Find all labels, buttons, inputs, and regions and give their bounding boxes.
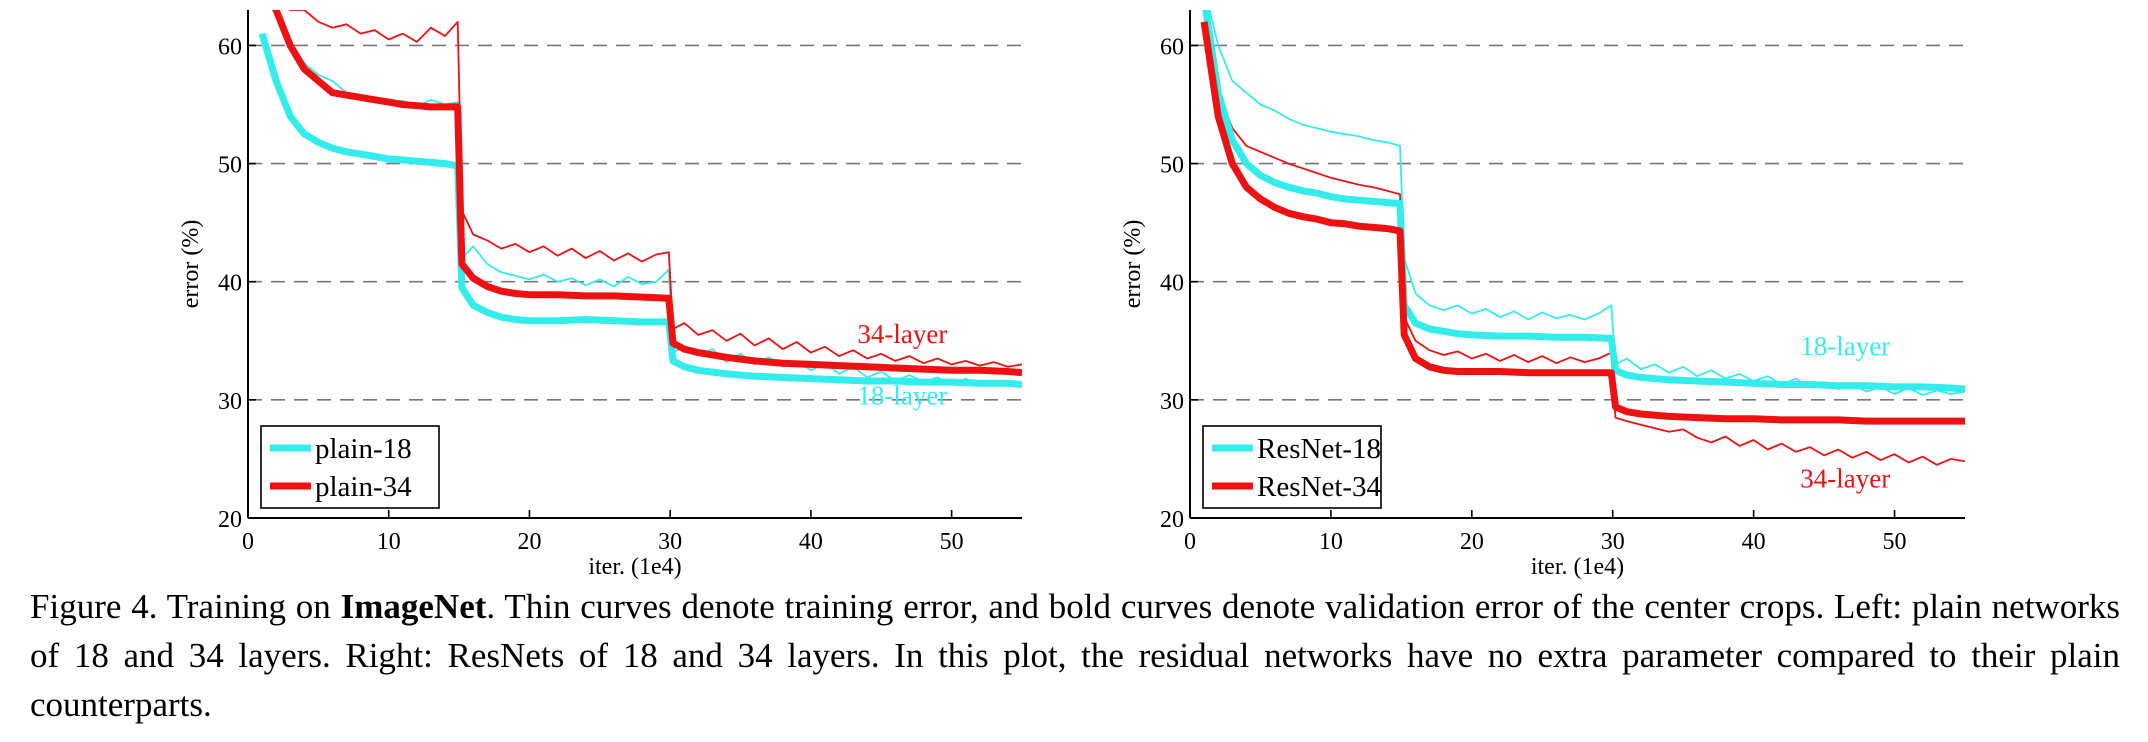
caption-bold: ImageNet: [340, 587, 487, 626]
charts-canvas: 0 10 20 30 40 50 20 30 40 50 60 iter. (1e4) error (%…: [178, 10, 1965, 580]
series-resnet-34-train: [1203, 10, 1965, 466]
legend-label-plain-34: plain-34: [315, 471, 412, 503]
series-resnet-34-val: [1200, 21, 1965, 425]
x-tick-label-20: 20: [517, 529, 541, 555]
x-tick-label-0: 0: [242, 529, 254, 555]
y-tick-label-50: 50: [1160, 153, 1184, 179]
legend: plain-18 plain-34: [260, 425, 440, 509]
x-tick-label-20: 20: [1460, 529, 1484, 555]
chart-2: 0 10 20 30 40 50 20 30 40 50 60 iter. (1e4) error (%…: [1120, 10, 1965, 580]
y-axis-label: error (%): [1120, 220, 1146, 309]
y-axis-label: error (%): [178, 220, 204, 309]
legend: ResNet-18 ResNet-34: [1202, 425, 1382, 509]
y-tick-label-40: 40: [218, 271, 242, 297]
y-tick-label-20: 20: [218, 507, 242, 533]
legend-box: [1202, 425, 1382, 509]
x-axis-label: iter. (1e4): [1531, 554, 1624, 580]
x-tick-label-30: 30: [1601, 529, 1625, 555]
legend-label-resnet-34: ResNet-34: [1257, 471, 1382, 503]
series-plain-18-val: [258, 32, 1022, 388]
caption-prefix: Figure 4. Training on: [30, 587, 341, 626]
legend-box: [260, 425, 440, 509]
series-plain-34-val: [272, 10, 1022, 377]
y-tick-label-30: 30: [1160, 389, 1184, 415]
figure-caption: Figure 4. Training on ImageNet. Thin cur…: [30, 582, 2120, 729]
series-plain-34-train: [288, 10, 1022, 368]
legend-label-plain-18: plain-18: [315, 433, 412, 465]
x-tick-label-10: 10: [377, 529, 401, 555]
x-tick-label-50: 50: [940, 529, 964, 555]
y-tick-label-20: 20: [1160, 507, 1184, 533]
x-tick-label-40: 40: [799, 529, 823, 555]
x-tick-label-0: 0: [1184, 529, 1196, 555]
annotation-34-layer: 34-layer: [857, 319, 947, 349]
y-tick-label-60: 60: [218, 34, 242, 60]
x-tick-label-50: 50: [1883, 529, 1907, 555]
chart-1: 0 10 20 30 40 50 20 30 40 50 60 iter. (1e4) error (%…: [178, 10, 1022, 580]
annotation-18-layer: 18-layer: [857, 381, 947, 411]
x-tick-label-30: 30: [658, 529, 682, 555]
annotation-34-layer: 34-layer: [1800, 463, 1890, 493]
y-tick-label-60: 60: [1160, 34, 1184, 60]
x-tick-label-10: 10: [1319, 529, 1343, 555]
x-axis-label: iter. (1e4): [588, 554, 681, 580]
x-tick-label-40: 40: [1742, 529, 1766, 555]
series-resnet-18-val: [1202, 10, 1965, 393]
legend-label-resnet-18: ResNet-18: [1257, 433, 1381, 465]
y-tick-label-50: 50: [218, 153, 242, 179]
y-tick-label-40: 40: [1160, 271, 1184, 297]
y-tick-label-30: 30: [218, 389, 242, 415]
caption-rest: . Thin curves denote training error, and…: [30, 587, 2120, 724]
annotation-18-layer: 18-layer: [1800, 331, 1890, 361]
